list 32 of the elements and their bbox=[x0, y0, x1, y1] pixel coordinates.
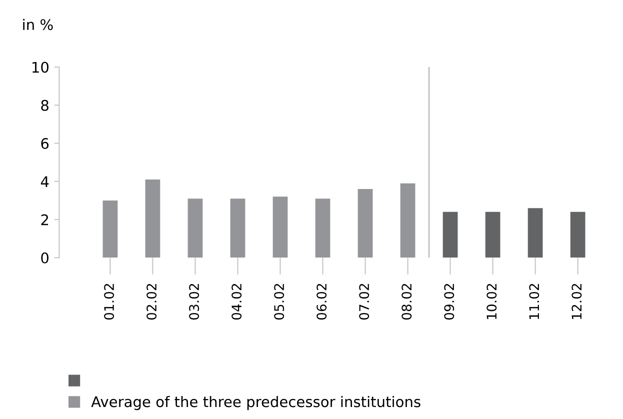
bar bbox=[358, 189, 373, 258]
x-tick-label: 07.02 bbox=[359, 284, 370, 320]
bar bbox=[145, 180, 160, 258]
x-tick-label: 08.02 bbox=[402, 284, 412, 320]
y-axis-title: in % bbox=[23, 18, 53, 30]
bar bbox=[272, 196, 288, 258]
y-tick-label: 4 bbox=[40, 176, 49, 187]
y-tick-label: 0 bbox=[41, 252, 48, 264]
legend-label: Average of the three predecessor institutions bbox=[91, 396, 420, 410]
bar bbox=[230, 198, 246, 258]
bar bbox=[485, 212, 500, 258]
x-tick-label: 11.02 bbox=[529, 284, 540, 320]
y-tick-label: 8 bbox=[41, 100, 48, 111]
y-tick-label: 2 bbox=[41, 214, 48, 226]
x-tick-label: 12.02 bbox=[572, 284, 582, 320]
bar bbox=[400, 183, 416, 258]
x-tick-label: 04.02 bbox=[232, 284, 242, 320]
bar bbox=[188, 198, 203, 258]
x-tick-label: 09.02 bbox=[444, 284, 454, 320]
x-tick-label: 01.02 bbox=[104, 284, 114, 320]
x-tick-label: 02.02 bbox=[146, 284, 157, 320]
y-tick-label: 6 bbox=[41, 138, 49, 150]
x-tick-label: 10.02 bbox=[486, 284, 497, 320]
bar bbox=[442, 212, 458, 258]
bar bbox=[570, 212, 586, 258]
x-tick-label: 06.02 bbox=[316, 284, 327, 320]
x-tick-label: 05.02 bbox=[274, 284, 284, 320]
x-tick-label: 03.02 bbox=[189, 284, 200, 320]
bar bbox=[102, 200, 118, 258]
bar bbox=[315, 198, 330, 258]
bar bbox=[528, 208, 543, 258]
y-tick-label: 10 bbox=[32, 62, 48, 73]
